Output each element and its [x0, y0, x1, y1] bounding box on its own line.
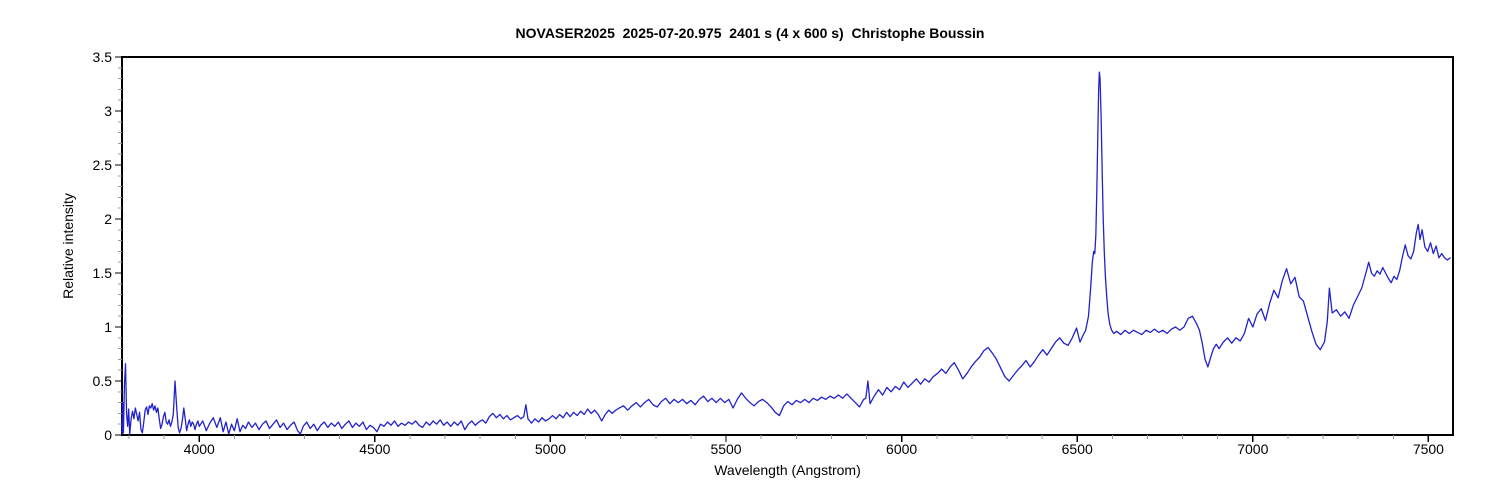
y-tick-label: 2.5: [93, 157, 113, 173]
x-tick-label: 6500: [1062, 441, 1093, 457]
x-tick-label: 5000: [535, 441, 566, 457]
y-tick-label: 1: [104, 319, 112, 335]
y-tick-label: 2: [104, 211, 112, 227]
x-tick-label: 6000: [886, 441, 917, 457]
x-axis-label: Wavelength (Angstrom): [714, 462, 861, 478]
x-tick-label: 5500: [710, 441, 741, 457]
x-tick-label: 7500: [1413, 441, 1444, 457]
y-tick-label: 3: [104, 103, 112, 119]
y-tick-label: 0.5: [93, 373, 113, 389]
x-tick-label: 7000: [1237, 441, 1268, 457]
y-tick-label: 3.5: [93, 49, 113, 65]
y-tick-label: 0: [104, 427, 112, 443]
plot-frame: [121, 56, 1454, 436]
y-tick-label: 1.5: [93, 265, 113, 281]
x-axis-ticks: 4000 4500 5000 5500 6000 6500 7000 7500: [128, 435, 1444, 457]
chart-title: NOVASER2025 2025-07-20.975 2401 s (4 x 6…: [515, 25, 985, 41]
spectrum-curve: [121, 71, 1451, 435]
x-tick-label: 4500: [359, 441, 390, 457]
y-axis-ticks: 0 0.5 1 1.5 2 2.5 3 3.5: [93, 49, 122, 443]
x-tick-label: 4000: [184, 441, 215, 457]
